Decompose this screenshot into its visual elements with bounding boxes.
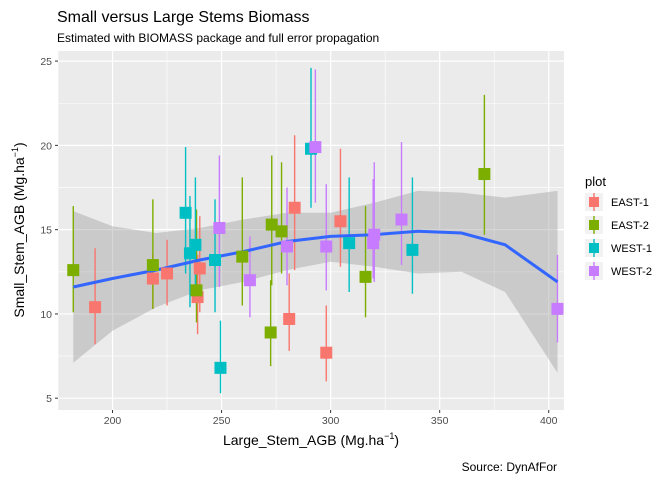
point-west-1: [343, 237, 356, 250]
legend-key-east-1: [589, 197, 599, 207]
point-east-2: [275, 225, 288, 238]
x-axis-title: Large_Stem_AGB (Mg.ha−1): [223, 431, 399, 448]
point-east-1: [334, 215, 347, 228]
x-axis-unit-open: (: [340, 432, 345, 448]
y-axis-title: Small_Stem_AGB (Mg.ha−1): [10, 142, 27, 317]
point-east-2: [67, 264, 80, 277]
x-axis-unit-close: ): [394, 432, 399, 448]
y-axis-label: Small_Stem_AGB: [11, 205, 27, 318]
point-east-2: [264, 326, 277, 339]
y-tick-label: 25: [40, 56, 52, 68]
point-east-1: [320, 346, 333, 359]
smooth-trend-line: [72, 229, 559, 289]
x-tick-label: 250: [213, 415, 231, 427]
point-west-2: [395, 213, 408, 226]
point-east-1: [161, 267, 174, 280]
y-tick-label: 10: [40, 309, 52, 321]
point-west-2: [320, 240, 333, 253]
y-axis-unit-sup: −1: [10, 147, 20, 157]
point-east-2: [190, 284, 203, 297]
point-east-1: [288, 201, 301, 214]
point-east-2: [146, 259, 159, 272]
legend-label-east-1: EAST-1: [611, 197, 649, 209]
y-tick-label: 15: [40, 225, 52, 237]
legend-key-west-2: [589, 266, 599, 276]
smooth-confidence-band: [73, 190, 558, 373]
y-axis-ticks: 5 10 15 20 25: [40, 56, 58, 405]
point-west-2: [368, 228, 381, 241]
x-tick-label: 200: [104, 415, 122, 427]
chart-caption: Source: DynAfFor: [462, 460, 557, 474]
point-east-1: [193, 262, 206, 275]
legend-label-west-1: WEST-1: [611, 243, 652, 255]
y-axis-unit-close: ): [11, 142, 27, 147]
y-tick-label: 5: [46, 393, 52, 405]
point-east-2: [359, 270, 372, 283]
y-tick-label: 20: [40, 140, 52, 152]
point-west-2: [309, 141, 322, 154]
x-tick-label: 300: [322, 415, 340, 427]
chart-title: Small versus Large Stems Biomass: [57, 9, 310, 26]
legend: plot EAST-1 EAST-2 WEST-1 WEST-2: [585, 174, 652, 280]
point-east-2: [236, 250, 249, 263]
data-points: [67, 141, 564, 374]
x-axis-label: Large_Stem_AGB: [223, 432, 337, 448]
legend-key-west-1: [589, 243, 599, 253]
point-east-1: [89, 301, 102, 314]
point-west-1: [406, 243, 419, 256]
x-axis-unit-sup: −1: [384, 431, 394, 441]
point-west-2: [243, 274, 256, 287]
legend-title: plot: [585, 174, 606, 189]
y-axis-unit-open: (: [11, 196, 27, 201]
point-east-2: [478, 168, 491, 181]
legend-key-east-2: [589, 220, 599, 230]
chart-subtitle: Estimated with BIOMASS package and full …: [57, 31, 379, 45]
point-west-1: [179, 206, 192, 219]
point-east-2: [265, 218, 278, 231]
point-east-1: [283, 312, 296, 325]
legend-label-west-2: WEST-2: [611, 266, 652, 278]
point-west-1: [189, 238, 202, 251]
point-west-1: [209, 253, 222, 266]
x-axis-unit: Mg.ha: [345, 432, 384, 448]
point-east-1: [146, 272, 159, 285]
x-tick-label: 400: [540, 415, 558, 427]
point-west-2: [551, 302, 564, 315]
point-west-1: [214, 361, 227, 374]
x-axis-ticks: 200 250 300 350 400: [104, 410, 558, 427]
point-west-2: [281, 240, 294, 253]
point-west-2: [213, 221, 226, 234]
y-axis-unit: Mg.ha: [11, 157, 27, 196]
x-tick-label: 350: [431, 415, 449, 427]
legend-label-east-2: EAST-2: [611, 220, 649, 232]
